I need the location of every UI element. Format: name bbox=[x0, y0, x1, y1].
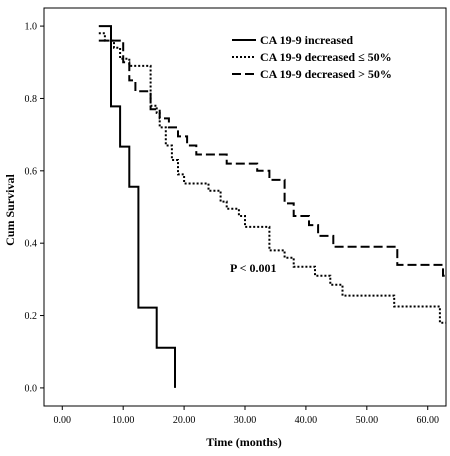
y-tick-label: 0.2 bbox=[25, 311, 38, 322]
series-line-2 bbox=[98, 32, 446, 324]
p-value-annotation: P < 0.001 bbox=[230, 261, 277, 275]
legend-label-3: CA 19-9 decreased > 50% bbox=[260, 67, 392, 81]
x-tick-label: 10.00 bbox=[112, 415, 135, 426]
x-tick-label: 0.00 bbox=[54, 415, 72, 426]
y-tick-label: 0.4 bbox=[25, 239, 38, 250]
legend-label-2: CA 19-9 decreased ≤ 50% bbox=[260, 50, 392, 64]
x-tick-label: 20.00 bbox=[173, 415, 196, 426]
x-axis-title: Time (months) bbox=[206, 435, 281, 449]
series-layer bbox=[98, 25, 446, 388]
y-tick-label: 1.0 bbox=[25, 22, 38, 33]
legend: CA 19-9 increased CA 19-9 decreased ≤ 50%… bbox=[232, 33, 392, 81]
series-line-3 bbox=[98, 39, 446, 277]
legend-label-1: CA 19-9 increased bbox=[260, 33, 353, 47]
y-tick-label: 0.6 bbox=[25, 166, 38, 177]
x-tick-label: 50.00 bbox=[356, 415, 379, 426]
series-line-1 bbox=[98, 25, 176, 388]
x-tick-label: 60.00 bbox=[416, 415, 439, 426]
y-tick-label: 0.8 bbox=[25, 94, 38, 105]
axes-group: 0.00 10.00 20.00 30.00 40.00 50.00 60.00 0.0 0.2… bbox=[25, 7, 447, 426]
x-tick-label: 30.00 bbox=[234, 415, 257, 426]
y-axis-title: Cum Survival bbox=[3, 174, 17, 246]
y-tick-label: 0.0 bbox=[25, 383, 38, 394]
x-tick-label: 40.00 bbox=[295, 415, 318, 426]
